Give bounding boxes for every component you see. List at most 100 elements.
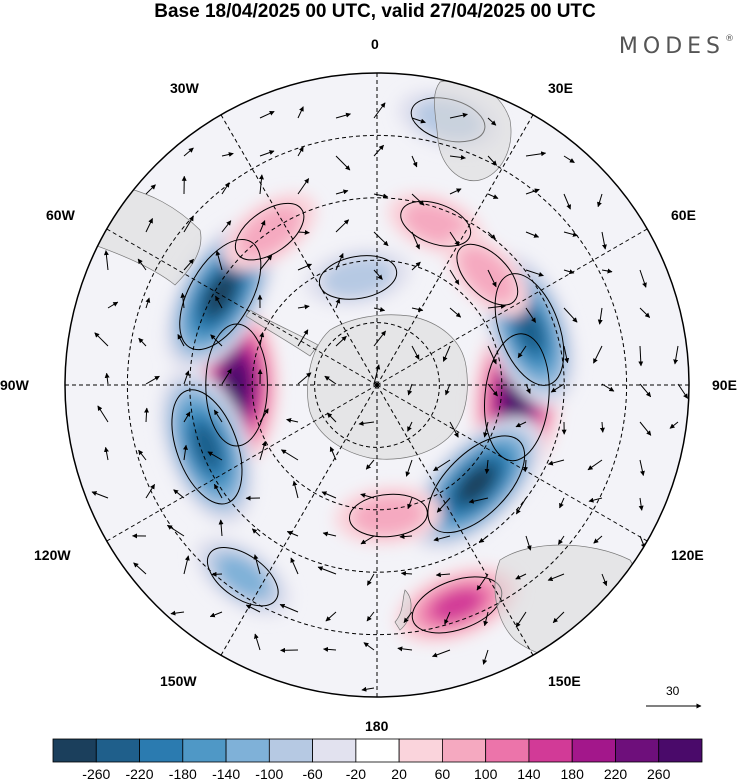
wind-vector xyxy=(317,566,337,575)
wind-vector xyxy=(365,459,375,470)
wind-vector xyxy=(563,155,575,164)
australia-land xyxy=(494,544,641,660)
wind-vector xyxy=(442,345,451,362)
wind-vector xyxy=(103,446,109,461)
streamline-contour xyxy=(234,202,305,261)
anomaly-contour xyxy=(237,205,302,258)
wind-vector xyxy=(405,459,413,477)
graticule xyxy=(65,73,689,697)
wind-vector xyxy=(259,150,275,157)
wind-vector xyxy=(411,261,421,271)
wind-vector xyxy=(253,554,261,575)
wind-vector xyxy=(290,557,299,575)
anomaly-contour xyxy=(459,246,516,303)
wind-vector xyxy=(478,535,489,543)
meridian-line xyxy=(376,114,534,386)
wind-vector xyxy=(373,193,389,199)
wind-vector xyxy=(373,269,383,280)
wind-vector xyxy=(297,304,310,310)
wind-vector xyxy=(432,649,451,658)
wind-vector xyxy=(326,412,337,423)
wind-vector xyxy=(557,535,565,545)
wind-vector xyxy=(601,231,607,250)
wind-vector xyxy=(525,307,537,323)
wind-vector xyxy=(487,345,497,365)
wind-vector xyxy=(104,372,110,385)
wind-vector xyxy=(399,534,413,540)
wind-vector xyxy=(215,250,223,271)
wind-vector xyxy=(669,421,679,429)
wind-vector xyxy=(487,303,506,309)
lon-label-0: 0 xyxy=(371,36,379,52)
wind-vector xyxy=(170,610,185,616)
wind-vector xyxy=(601,573,608,587)
wind-vector xyxy=(297,329,309,347)
wind-vector xyxy=(587,459,603,471)
wind-vector xyxy=(397,646,413,652)
wind-vector xyxy=(145,297,151,309)
wind-vector xyxy=(436,497,451,513)
wind-vector xyxy=(515,421,527,428)
wind-vector xyxy=(449,231,460,247)
wind-vector xyxy=(259,255,273,271)
wind-vector xyxy=(183,215,194,233)
wind-vector xyxy=(280,449,299,461)
wind-vector xyxy=(259,440,267,461)
wind-vector xyxy=(145,483,156,499)
lon-label-180: 180 xyxy=(365,718,389,734)
wind-vector xyxy=(325,611,337,622)
wind-vector xyxy=(209,611,223,618)
meridian-line xyxy=(376,384,648,542)
wind-vector xyxy=(601,268,613,274)
streamline-contour xyxy=(171,389,243,505)
wind-vector xyxy=(599,421,605,433)
colorbar-tick-label: 220 xyxy=(603,766,628,782)
wind-vector xyxy=(182,444,188,461)
wind-vector xyxy=(97,405,109,423)
wind-vector xyxy=(484,459,490,474)
wind-vector xyxy=(449,188,462,195)
wind-vector xyxy=(487,231,496,240)
wind-vector xyxy=(673,345,679,365)
meridian-line xyxy=(106,228,378,386)
wind-vector xyxy=(407,383,413,396)
streamline-contour xyxy=(400,200,472,247)
brand-logo: MODES® xyxy=(619,34,734,59)
wind-vector xyxy=(517,345,527,359)
wind-vector xyxy=(373,330,386,347)
wind-vector xyxy=(213,409,223,423)
wind-vector xyxy=(177,334,185,347)
wind-vector xyxy=(547,573,565,581)
colorbar-tick-label: 20 xyxy=(391,766,407,782)
latitude-circle xyxy=(189,197,565,573)
wind-vector xyxy=(487,117,497,126)
colorbar-tick-label: -220 xyxy=(125,766,154,782)
wind-vector xyxy=(515,573,527,580)
wind-vector xyxy=(183,147,194,157)
wind-vector xyxy=(639,307,651,318)
meridian-line xyxy=(220,114,378,386)
wind-vector xyxy=(525,535,532,551)
anomaly-contour xyxy=(193,424,221,470)
wind-vector xyxy=(335,219,350,233)
wind-vector xyxy=(133,562,147,575)
anomaly-contour xyxy=(515,307,544,352)
wind-vector xyxy=(254,633,261,651)
lon-label-90e: 90E xyxy=(712,377,737,393)
colorbar-tick-label: 60 xyxy=(434,766,451,782)
wind-vectors xyxy=(91,102,689,692)
wind-vector xyxy=(329,446,337,461)
streamline-contour xyxy=(456,243,519,306)
wind-vector xyxy=(335,189,349,195)
wind-vector xyxy=(361,686,375,692)
streamline-contour xyxy=(349,493,428,538)
wind-vector xyxy=(221,152,234,157)
wind-vector xyxy=(360,493,375,499)
wind-vector xyxy=(358,420,375,426)
wind-vector xyxy=(482,649,489,665)
wind-vector xyxy=(103,250,109,271)
wind-vector xyxy=(593,535,603,544)
wind-vector xyxy=(449,307,462,318)
wind-vector xyxy=(523,459,529,473)
lon-label-30w: 30W xyxy=(170,80,199,96)
